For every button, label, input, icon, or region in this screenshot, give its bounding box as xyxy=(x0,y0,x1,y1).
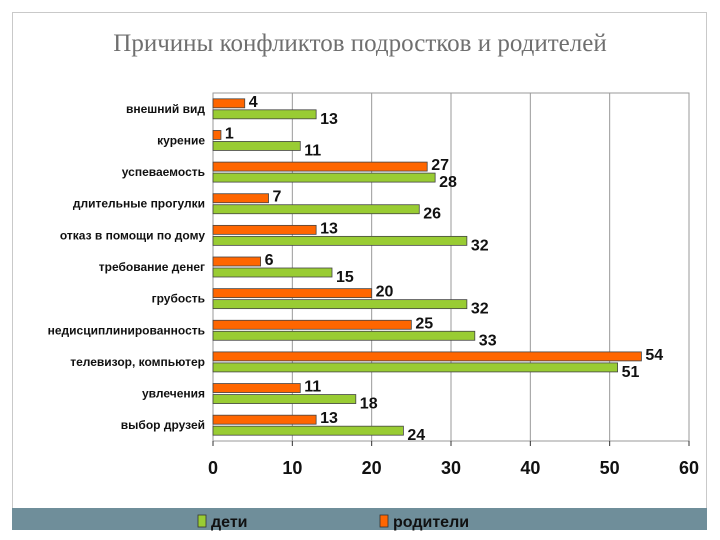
bar-children xyxy=(212,204,420,215)
category-label: грубость xyxy=(152,292,205,306)
data-label-children: 32 xyxy=(471,301,489,318)
category-label: недисциплинированность xyxy=(48,323,205,337)
bar-children xyxy=(212,235,468,246)
data-label-parents: 27 xyxy=(431,157,449,174)
data-label-parents: 11 xyxy=(304,379,321,396)
category-label: длительные прогулки xyxy=(73,197,205,211)
x-tick-label: 10 xyxy=(282,458,302,478)
bar-parents xyxy=(212,98,246,109)
bar-children xyxy=(212,141,301,151)
slide-title: Причины конфликтов подростков и родителе… xyxy=(113,30,607,57)
bar-parents xyxy=(212,161,428,172)
data-label-children: 28 xyxy=(439,174,457,191)
legend-bar xyxy=(12,508,707,530)
category-label: требование денег xyxy=(99,260,205,274)
data-label-parents: 4 xyxy=(249,94,258,111)
bar-children xyxy=(212,425,404,436)
data-label-parents: 13 xyxy=(320,220,338,237)
data-label-parents: 7 xyxy=(273,189,282,206)
legend-label: родители xyxy=(393,514,469,531)
bar-children xyxy=(212,362,619,373)
x-tick-label: 30 xyxy=(441,458,461,478)
data-label-parents: 20 xyxy=(376,284,394,301)
category-label: телевизор, компьютер xyxy=(70,355,205,369)
slide-frame xyxy=(12,12,707,528)
category-label: внешний вид xyxy=(126,102,205,116)
bar-children xyxy=(212,267,333,278)
data-label-parents: 13 xyxy=(320,410,338,427)
bar-parents xyxy=(212,319,412,330)
bar-children xyxy=(212,299,468,310)
data-label-children: 32 xyxy=(471,237,489,254)
category-label: отказ в помощи по дому xyxy=(60,228,205,242)
data-label-children: 15 xyxy=(336,269,354,286)
bar-children xyxy=(212,394,357,404)
data-label-children: 26 xyxy=(423,206,441,223)
legend-label: дети xyxy=(211,514,248,531)
x-tick-label: 50 xyxy=(600,458,620,478)
x-tick-label: 60 xyxy=(679,458,699,478)
data-label-children: 11 xyxy=(304,142,321,159)
category-label: увлечения xyxy=(142,387,205,401)
data-label-children: 24 xyxy=(407,427,425,444)
bar-children xyxy=(212,172,436,183)
bar-parents xyxy=(212,193,269,204)
legend-swatch xyxy=(379,514,389,528)
bar-parents xyxy=(212,224,317,235)
data-label-parents: 25 xyxy=(415,315,433,332)
bar-parents xyxy=(212,130,222,140)
x-tick-label: 0 xyxy=(208,458,218,478)
category-label: выбор друзей xyxy=(121,418,205,432)
bar-children xyxy=(212,330,476,341)
bar-children xyxy=(212,109,317,120)
bar-parents xyxy=(212,414,317,425)
x-tick-label: 40 xyxy=(520,458,540,478)
data-label-parents: 54 xyxy=(645,347,663,364)
data-label-parents: 1 xyxy=(225,125,234,142)
bar-parents xyxy=(212,288,373,299)
legend-swatch xyxy=(197,514,207,528)
data-label-children: 13 xyxy=(320,111,338,128)
data-label-children: 33 xyxy=(479,332,497,349)
category-label: успеваемость xyxy=(122,165,205,179)
bar-parents xyxy=(212,256,261,267)
data-label-children: 18 xyxy=(360,396,378,413)
data-label-parents: 6 xyxy=(265,252,274,269)
x-tick-label: 20 xyxy=(362,458,382,478)
bar-parents xyxy=(212,383,301,393)
category-label: курение xyxy=(157,133,205,147)
bar-parents xyxy=(212,351,642,362)
data-label-children: 51 xyxy=(622,364,640,381)
